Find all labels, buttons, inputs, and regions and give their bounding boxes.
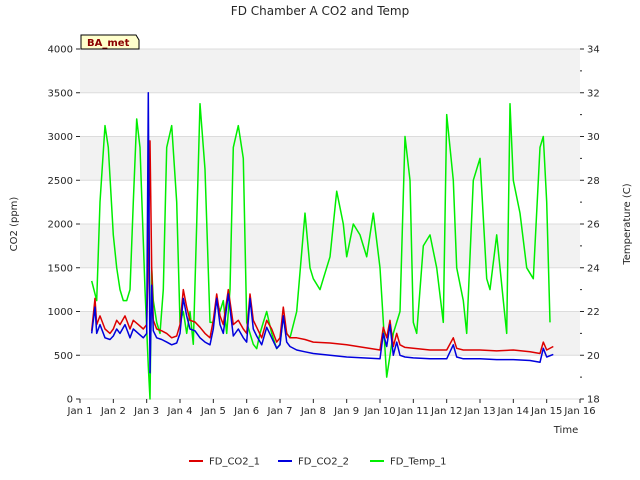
left-axis-ticks: 0 500 1000 1500 2000 2500 3000 3500 4000 xyxy=(48,45,80,406)
right-tick-label: 34 xyxy=(587,45,600,56)
x-tick-label: Jan 2 xyxy=(100,406,126,417)
background-band xyxy=(80,224,580,268)
x-tick-label: Jan 14 xyxy=(497,406,529,417)
left-tick-label: 3500 xyxy=(48,88,73,99)
badge-label: BA_met xyxy=(87,38,130,49)
right-tick-label: 32 xyxy=(587,88,600,99)
right-tick-label: 26 xyxy=(587,220,600,231)
right-axis-label: Temperature (C) xyxy=(622,183,633,265)
right-tick-label: 24 xyxy=(587,263,600,274)
left-tick-label: 0 xyxy=(67,395,73,406)
left-axis-label: CO2 (ppm) xyxy=(9,197,20,252)
background-bands xyxy=(80,49,580,356)
left-tick-label: 1000 xyxy=(48,307,73,318)
background-band xyxy=(80,49,580,93)
x-tick-label: Jan 1 xyxy=(67,406,93,417)
legend: FD_CO2_1 FD_CO2_2 FD_Temp_1 xyxy=(189,457,446,468)
background-band xyxy=(80,136,580,181)
x-tick-label: Jan 15 xyxy=(530,406,562,417)
left-tick-label: 2000 xyxy=(48,220,73,231)
x-axis-ticks: Jan 1 Jan 2 Jan 3 Jan 4 Jan 5 Jan 6 Jan 7 Jan 8… xyxy=(67,399,596,417)
right-tick-label: 28 xyxy=(587,176,600,187)
x-tick-label: Jan 12 xyxy=(430,406,462,417)
left-tick-label: 500 xyxy=(54,351,73,362)
series-line-fd-co2-2 xyxy=(90,92,554,374)
left-tick-label: 3000 xyxy=(48,132,73,143)
x-tick-label: Jan 11 xyxy=(397,406,429,417)
x-tick-label: Jan 16 xyxy=(563,406,595,417)
x-axis-label: Time xyxy=(553,425,578,436)
legend-label: FD_CO2_1 xyxy=(209,457,260,468)
x-tick-label: Jan 10 xyxy=(363,406,395,417)
badge: BA_met xyxy=(80,34,140,50)
right-tick-label: 30 xyxy=(587,132,600,143)
chart-title: FD Chamber A CO2 and Temp xyxy=(231,4,409,18)
left-tick-label: 1500 xyxy=(48,263,73,274)
legend-label: FD_Temp_1 xyxy=(390,457,446,468)
x-tick-label: Jan 6 xyxy=(233,406,259,417)
x-tick-label: Jan 4 xyxy=(167,406,193,417)
plot-lines xyxy=(90,92,554,400)
right-axis-ticks: 18 20 22 24 26 28 30 32 34 xyxy=(580,45,600,406)
badge-box xyxy=(80,34,140,50)
legend-label: FD_CO2_2 xyxy=(298,457,349,468)
x-tick-label: Jan 3 xyxy=(133,406,159,417)
x-tick-label: Jan 5 xyxy=(200,406,226,417)
right-tick-label: 18 xyxy=(587,395,600,406)
background-band xyxy=(80,311,580,356)
x-tick-label: Jan 8 xyxy=(300,406,326,417)
right-tick-label: 22 xyxy=(587,307,600,318)
left-tick-label: 4000 xyxy=(48,45,73,56)
x-tick-label: Jan 7 xyxy=(267,406,293,417)
series-line-fd-co2-1 xyxy=(90,140,554,355)
right-tick-label: 20 xyxy=(587,351,600,362)
x-tick-label: Jan 9 xyxy=(333,406,359,417)
x-tick-label: Jan 13 xyxy=(463,406,495,417)
left-tick-label: 2500 xyxy=(48,176,73,187)
